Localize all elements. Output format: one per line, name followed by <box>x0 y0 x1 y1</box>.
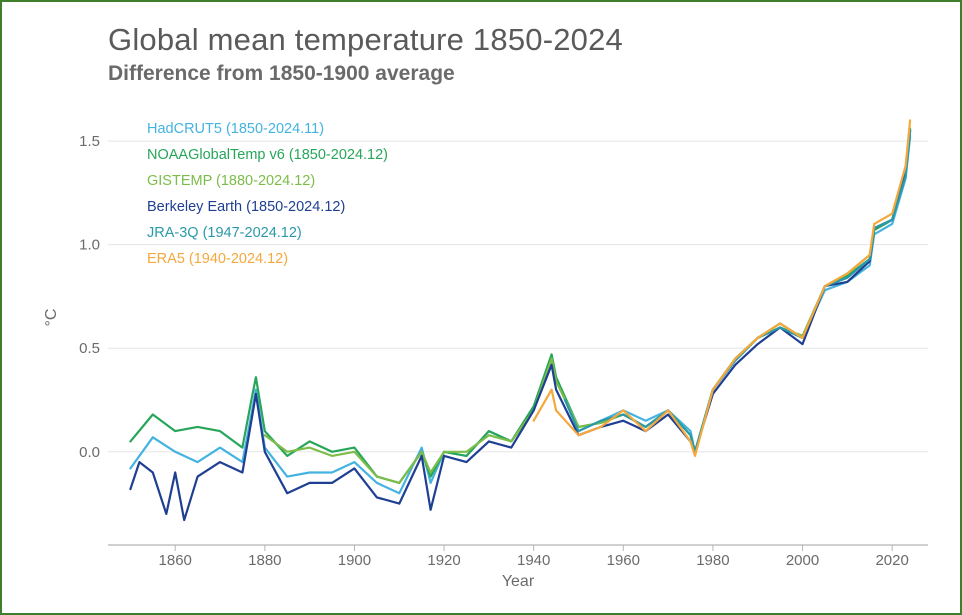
y-tick-label: 0.5 <box>79 340 100 357</box>
x-tick-label: 2020 <box>875 552 908 569</box>
series-line-berkeley <box>129 129 912 522</box>
x-tick-label: 1920 <box>427 552 460 569</box>
series-lines <box>129 119 912 522</box>
x-tick-label: 1960 <box>607 552 640 569</box>
series-line-jra3q <box>563 129 912 453</box>
y-axis-label: °C <box>43 309 60 327</box>
x-tick-label: 1860 <box>159 552 192 569</box>
axes: Year °C 1860 1880 1900 1920 1940 1960 1980 2000… <box>43 309 928 590</box>
legend-entry-noaa: NOAAGlobalTemp v6 (1850-2024.12) <box>147 147 388 163</box>
y-tick-label: 1.0 <box>79 237 100 254</box>
legend-entry-hadcrut5: HadCRUT5 (1850-2024.11) <box>147 121 324 137</box>
x-axis-label: Year <box>502 573 535 590</box>
series-line-gistemp <box>263 129 912 484</box>
y-tick-label: 0.0 <box>79 444 100 461</box>
chart-title: Global mean temperature 1850-2024 <box>108 22 623 57</box>
x-tick-label: 1980 <box>696 552 729 569</box>
chart-subtitle: Difference from 1850-1900 average <box>108 62 455 85</box>
legend-entry-era5: ERA5 (1940-2024.12) <box>147 251 288 267</box>
gridlines: 0.0 0.5 1.0 1.5 <box>79 133 928 461</box>
legend: HadCRUT5 (1850-2024.11) NOAAGlobalTemp v6… <box>147 121 388 267</box>
legend-entry-gistemp: GISTEMP (1880-2024.12) <box>147 173 315 189</box>
legend-entry-jra3q: JRA-3Q (1947-2024.12) <box>147 225 302 241</box>
y-tick-label: 1.5 <box>79 133 100 150</box>
x-tick-label: 1900 <box>338 552 371 569</box>
series-line-era5 <box>532 119 912 457</box>
x-tick-label: 1880 <box>248 552 281 569</box>
x-tick-label: 1940 <box>517 552 550 569</box>
x-tick-label: 2000 <box>786 552 819 569</box>
legend-entry-berkeley: Berkeley Earth (1850-2024.12) <box>147 199 345 215</box>
